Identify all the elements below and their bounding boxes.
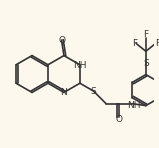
Text: O: O [58,36,65,45]
Text: NH: NH [128,101,141,110]
Text: S: S [91,87,96,96]
Text: S: S [143,59,149,68]
Text: F: F [155,39,159,48]
Text: NH: NH [73,61,87,70]
Text: F: F [132,39,137,48]
Text: N: N [61,88,67,97]
Text: O: O [115,115,122,124]
Text: F: F [143,30,148,39]
